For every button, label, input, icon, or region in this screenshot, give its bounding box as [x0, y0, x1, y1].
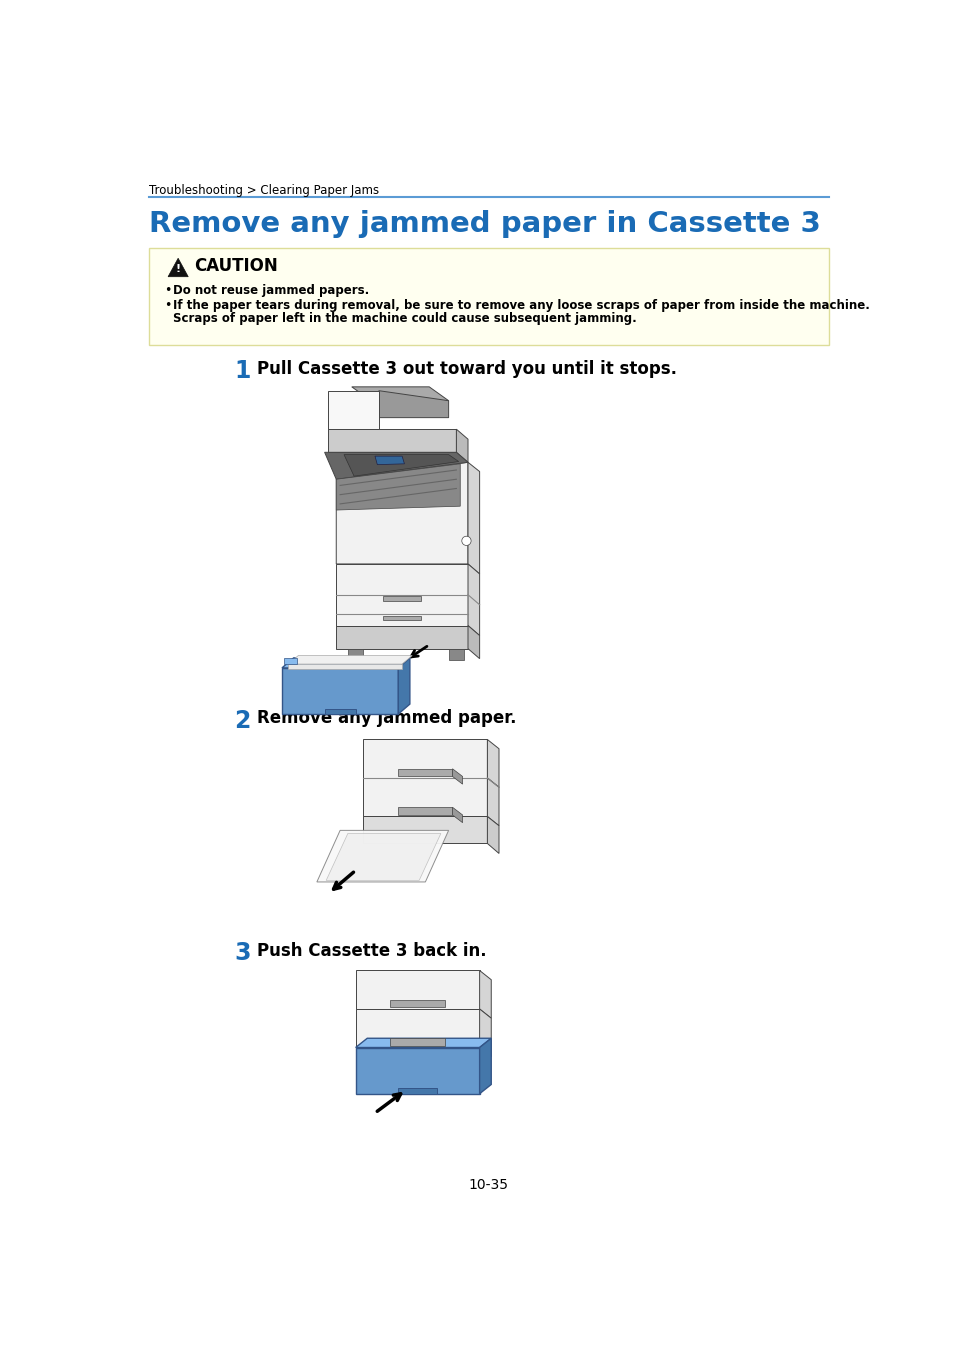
Polygon shape: [168, 258, 188, 277]
Polygon shape: [468, 462, 479, 574]
Text: Remove any jammed paper.: Remove any jammed paper.: [257, 710, 517, 728]
Circle shape: [461, 536, 471, 545]
FancyBboxPatch shape: [149, 248, 828, 346]
Polygon shape: [468, 564, 479, 636]
Polygon shape: [355, 1008, 479, 1048]
Polygon shape: [288, 656, 412, 664]
Polygon shape: [456, 429, 468, 462]
Text: Troubleshooting > Clearing Paper Jams: Troubleshooting > Clearing Paper Jams: [149, 184, 378, 197]
Polygon shape: [328, 390, 378, 429]
Polygon shape: [316, 830, 448, 882]
Text: !: !: [175, 265, 180, 274]
Polygon shape: [335, 462, 468, 564]
Polygon shape: [282, 657, 410, 668]
Text: 2: 2: [233, 709, 250, 733]
Polygon shape: [324, 709, 355, 714]
Polygon shape: [397, 1088, 436, 1094]
Polygon shape: [479, 971, 491, 1018]
Polygon shape: [487, 817, 498, 853]
Polygon shape: [479, 1008, 491, 1057]
Polygon shape: [390, 1000, 444, 1007]
Polygon shape: [375, 456, 404, 464]
Polygon shape: [355, 1038, 491, 1048]
Polygon shape: [487, 778, 498, 826]
Polygon shape: [390, 1038, 444, 1046]
Polygon shape: [324, 452, 468, 479]
Text: Scraps of paper left in the machine could cause subsequent jamming.: Scraps of paper left in the machine coul…: [173, 312, 637, 325]
Polygon shape: [282, 668, 397, 714]
Polygon shape: [328, 429, 456, 452]
Polygon shape: [479, 1038, 491, 1094]
Text: Do not reuse jammed papers.: Do not reuse jammed papers.: [173, 284, 370, 297]
Polygon shape: [355, 1048, 479, 1094]
Text: Pull Cassette 3 out toward you until it stops.: Pull Cassette 3 out toward you until it …: [257, 360, 677, 378]
Polygon shape: [397, 807, 452, 815]
Polygon shape: [448, 648, 464, 660]
Text: Remove any jammed paper in Cassette 3: Remove any jammed paper in Cassette 3: [149, 209, 820, 238]
Polygon shape: [283, 657, 297, 664]
Polygon shape: [397, 657, 410, 714]
Polygon shape: [352, 387, 448, 401]
Polygon shape: [335, 464, 459, 510]
Polygon shape: [335, 564, 468, 625]
Text: 1: 1: [233, 359, 250, 383]
Polygon shape: [487, 740, 498, 787]
Text: •: •: [164, 300, 172, 312]
Text: Push Cassette 3 back in.: Push Cassette 3 back in.: [257, 942, 486, 960]
Polygon shape: [382, 616, 421, 620]
Polygon shape: [468, 625, 479, 659]
Polygon shape: [288, 664, 402, 668]
Polygon shape: [397, 768, 452, 776]
Polygon shape: [378, 390, 448, 417]
Polygon shape: [326, 833, 440, 880]
Polygon shape: [452, 768, 462, 784]
Polygon shape: [344, 455, 458, 477]
Text: •: •: [164, 284, 172, 297]
Polygon shape: [363, 740, 487, 778]
Polygon shape: [382, 597, 421, 601]
Polygon shape: [348, 648, 363, 660]
Polygon shape: [363, 778, 487, 817]
Polygon shape: [452, 807, 462, 822]
Text: If the paper tears during removal, be sure to remove any loose scraps of paper f: If the paper tears during removal, be su…: [173, 300, 869, 312]
Text: 3: 3: [233, 941, 251, 965]
Polygon shape: [363, 817, 487, 844]
Polygon shape: [355, 971, 479, 1008]
Text: 10-35: 10-35: [469, 1179, 508, 1192]
Polygon shape: [335, 625, 468, 648]
Text: CAUTION: CAUTION: [193, 258, 277, 275]
